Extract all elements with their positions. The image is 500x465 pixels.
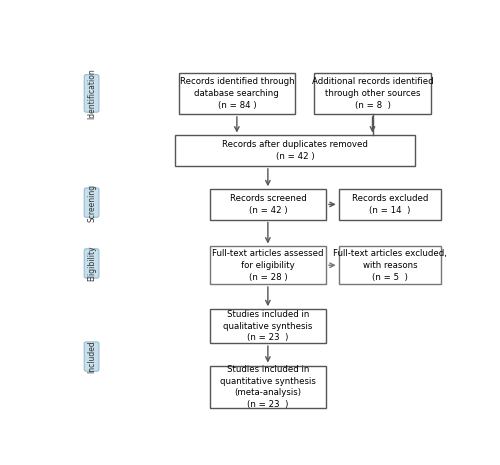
FancyBboxPatch shape	[84, 342, 99, 371]
FancyBboxPatch shape	[210, 246, 326, 284]
Text: Records after duplicates removed
(n = 42 ): Records after duplicates removed (n = 42…	[222, 140, 368, 161]
Text: Records identified through
database searching
(n = 84 ): Records identified through database sear…	[180, 77, 294, 110]
FancyBboxPatch shape	[210, 189, 326, 219]
FancyBboxPatch shape	[179, 73, 295, 114]
FancyBboxPatch shape	[84, 249, 99, 278]
Text: Full-text articles assessed
for eligibility
(n = 28 ): Full-text articles assessed for eligibil…	[212, 249, 324, 282]
Text: Full-text articles excluded,
with reasons
(n = 5  ): Full-text articles excluded, with reason…	[333, 249, 447, 282]
Text: Included: Included	[87, 340, 96, 373]
Text: Records excluded
(n = 14  ): Records excluded (n = 14 )	[352, 194, 428, 215]
FancyBboxPatch shape	[314, 73, 430, 114]
Text: Studies included in
quantitative synthesis
(meta-analysis)
(n = 23  ): Studies included in quantitative synthes…	[220, 365, 316, 409]
FancyBboxPatch shape	[175, 135, 415, 166]
FancyBboxPatch shape	[338, 246, 442, 284]
FancyBboxPatch shape	[210, 309, 326, 343]
Text: Screening: Screening	[87, 184, 96, 222]
Text: Eligibility: Eligibility	[87, 246, 96, 281]
FancyBboxPatch shape	[84, 188, 99, 217]
Text: Identification: Identification	[87, 68, 96, 119]
Text: Records screened
(n = 42 ): Records screened (n = 42 )	[230, 194, 306, 215]
FancyBboxPatch shape	[84, 74, 99, 112]
FancyBboxPatch shape	[338, 189, 442, 219]
Text: Studies included in
qualitative synthesis
(n = 23  ): Studies included in qualitative synthesi…	[223, 310, 312, 342]
FancyBboxPatch shape	[210, 365, 326, 408]
Text: Additional records identified
through other sources
(n = 8  ): Additional records identified through ot…	[312, 77, 434, 110]
